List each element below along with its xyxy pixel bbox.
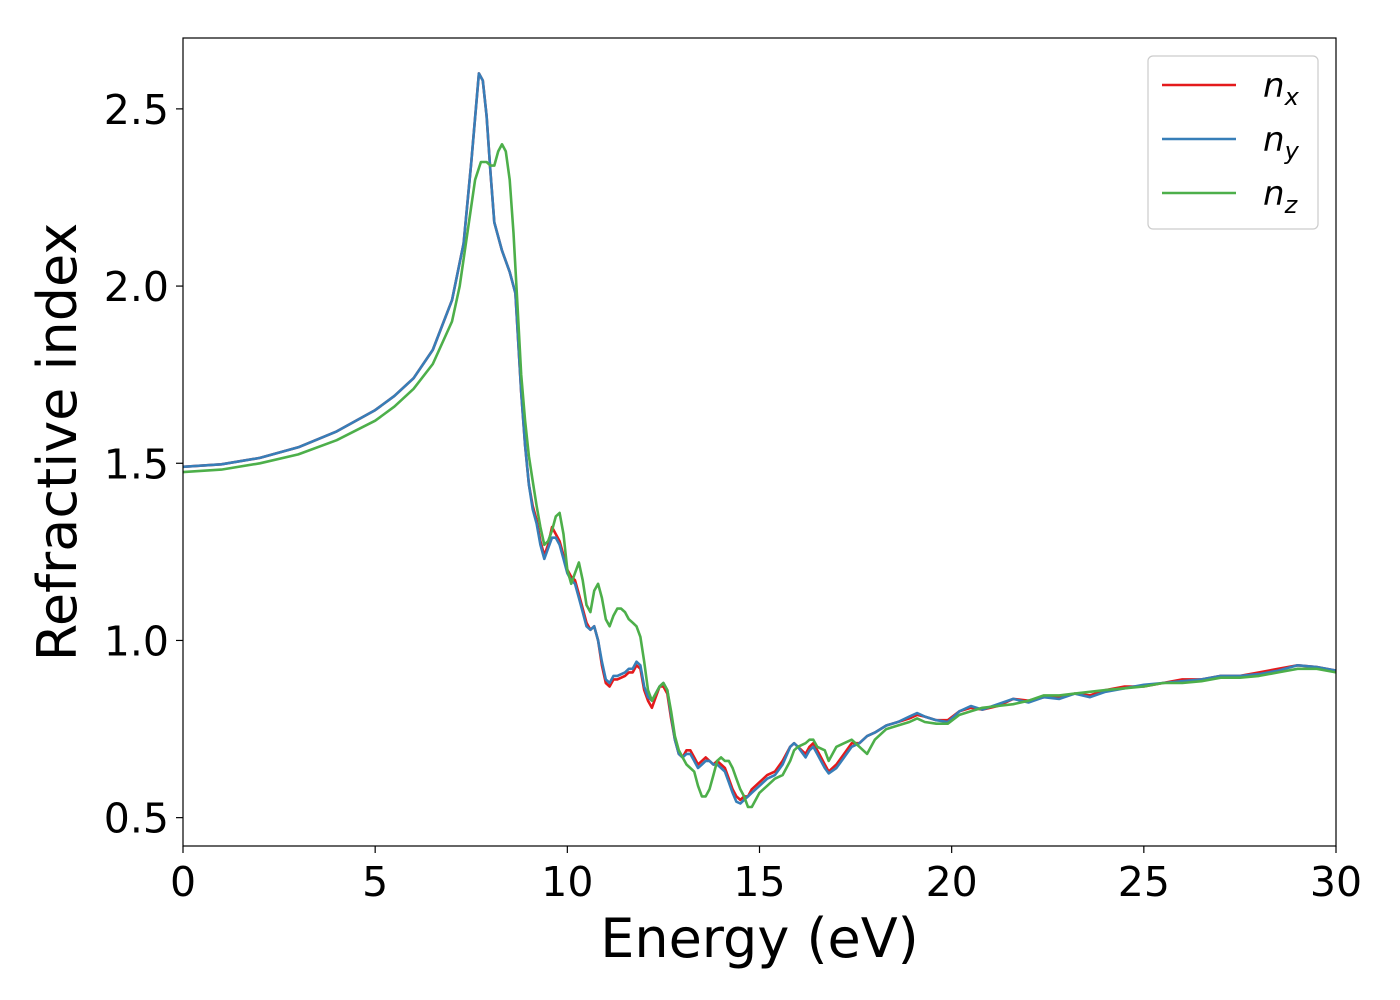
series-layer	[183, 72, 1336, 809]
y-tick-label: 1.0	[104, 617, 169, 665]
x-tick-label: 5	[362, 858, 388, 906]
y-tick-label: 2.5	[104, 86, 169, 134]
y-axis-label: Refractive index	[26, 223, 89, 662]
series-line-z	[183, 143, 1336, 809]
legend-label-x: nx	[1263, 66, 1300, 111]
y-axis-ticks: 0.5 1.0 1.5 2.0 2.5	[104, 86, 183, 843]
y-tick-label: 1.5	[104, 440, 169, 488]
x-tick-label: 0	[170, 858, 196, 906]
y-tick-label: 2.0	[104, 263, 169, 311]
x-axis-ticks: 0 5 10 15 20 25 30	[170, 846, 1362, 906]
series-line-y	[183, 72, 1336, 805]
x-axis-label: Energy (eV)	[600, 907, 919, 970]
y-tick-label: 0.5	[104, 795, 169, 843]
legend-box	[1147, 55, 1319, 230]
x-tick-label: 20	[926, 858, 978, 906]
x-tick-label: 30	[1310, 858, 1362, 906]
x-tick-label: 10	[541, 858, 593, 906]
legend-label-y: ny	[1263, 120, 1300, 165]
x-tick-label: 25	[1118, 858, 1170, 906]
x-tick-label: 15	[733, 858, 785, 906]
